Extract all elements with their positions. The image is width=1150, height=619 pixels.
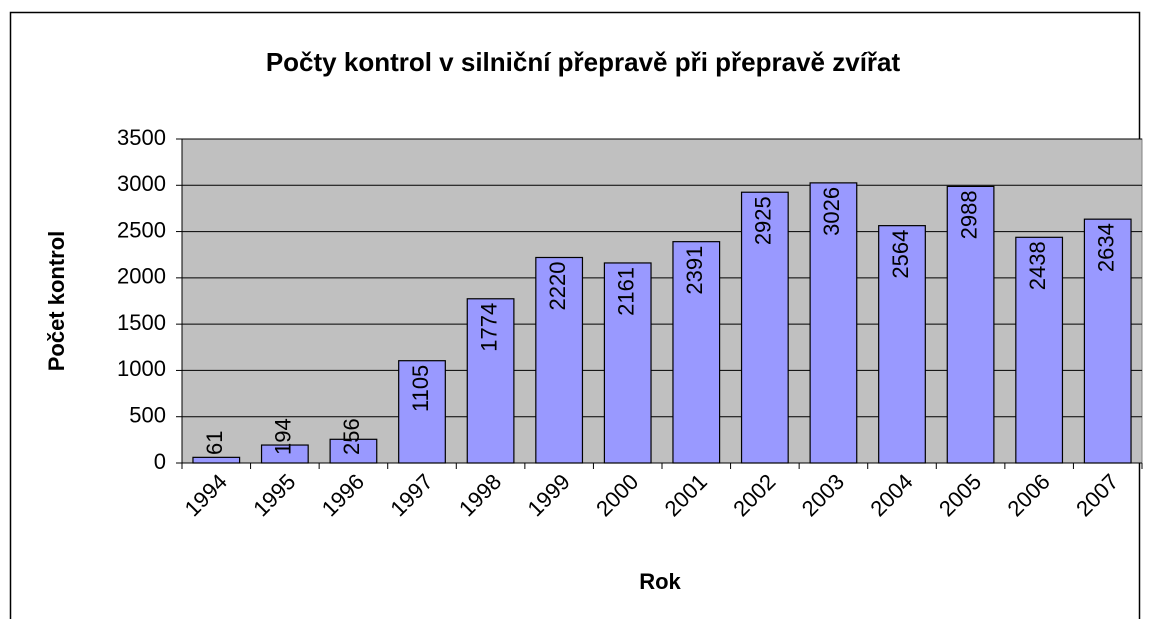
data-label: 3026 — [819, 187, 844, 236]
y-tick-label: 500 — [129, 403, 166, 428]
bar — [603, 262, 652, 464]
y-tick-label: 3500 — [117, 125, 166, 150]
y-tick-label: 0 — [154, 449, 166, 474]
data-label: 194 — [271, 418, 296, 455]
x-axis-title: Rok — [639, 569, 681, 594]
bar — [192, 456, 241, 464]
bar — [946, 185, 995, 464]
data-label: 2925 — [751, 196, 776, 245]
y-tick-label: 2000 — [117, 264, 166, 289]
y-tick-label: 1500 — [117, 310, 166, 335]
data-label: 2634 — [1094, 223, 1119, 272]
data-label: 256 — [339, 418, 364, 455]
data-label: 1774 — [476, 303, 501, 352]
bar — [809, 182, 858, 464]
y-axis-title: Počet kontrol — [44, 231, 69, 372]
y-tick-label: 2500 — [117, 217, 166, 242]
chart-title: Počty kontrol v silniční přepravě při př… — [266, 47, 901, 77]
data-label: 2391 — [682, 246, 707, 295]
bar — [1015, 236, 1064, 464]
y-tick-label: 1000 — [117, 356, 166, 381]
data-label: 2438 — [1025, 241, 1050, 290]
data-label: 1105 — [408, 365, 433, 412]
bar — [466, 298, 515, 464]
data-label: 61 — [202, 431, 227, 455]
data-label: 2564 — [888, 230, 913, 279]
data-label: 2161 — [614, 267, 639, 316]
y-tick-label: 3000 — [117, 171, 166, 196]
bar — [535, 256, 584, 464]
data-label: 2220 — [545, 261, 570, 310]
data-label: 2988 — [956, 190, 981, 239]
plot-area — [181, 138, 1143, 464]
bar — [398, 360, 446, 464]
